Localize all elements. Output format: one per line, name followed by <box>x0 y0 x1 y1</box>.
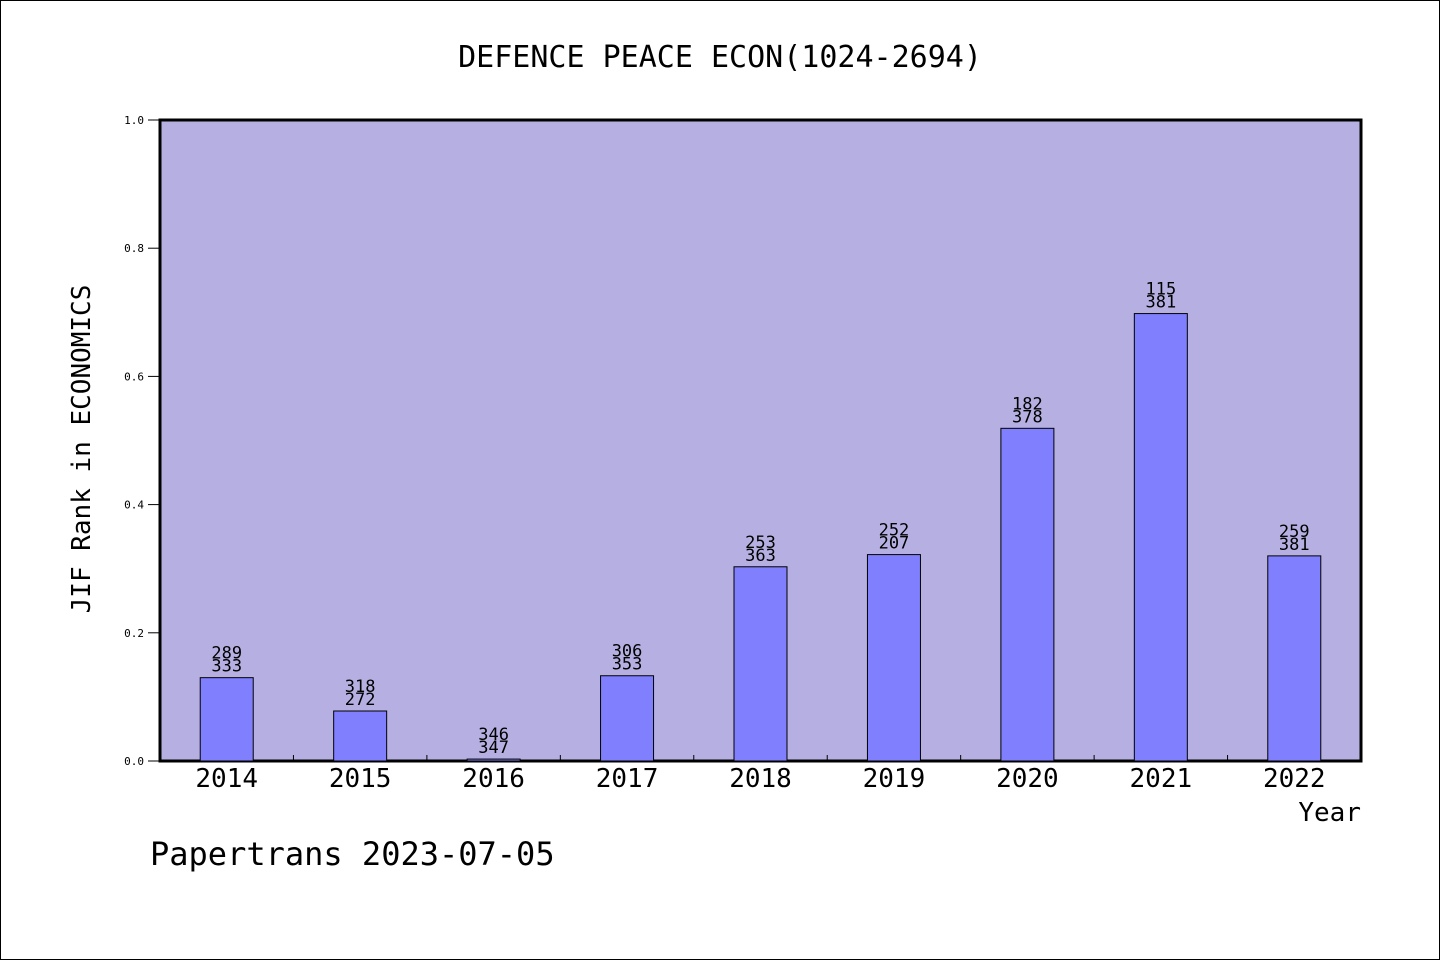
bar-total-label: 272 <box>345 690 376 710</box>
bar-rank-label: 252 <box>879 521 910 541</box>
x-axis: 2014 2015 2016 2017 2018 2019 2020 2021 2022 <box>195 755 1326 794</box>
x-tick-label: 2015 <box>329 764 392 794</box>
chart-title: DEFENCE PEACE ECON(1024-2694) <box>458 40 982 75</box>
x-tick-label: 2020 <box>996 764 1059 794</box>
bar-total-label: 347 <box>478 738 509 758</box>
bar-2019 <box>866 554 921 762</box>
x-tick-label: 2018 <box>729 764 792 794</box>
bar-2014 <box>199 677 254 762</box>
x-axis-label: Year <box>1298 798 1361 828</box>
bar-rank-label: 318 <box>345 677 376 697</box>
bar-rank-label: 346 <box>478 725 509 745</box>
bar-2018 <box>733 566 788 762</box>
y-axis-label: JIF Rank in ECONOMICS <box>67 285 97 614</box>
y-tick-label: 0.8 <box>124 242 144 255</box>
bar-2017 <box>600 675 655 762</box>
bar-rank-label: 289 <box>211 644 242 664</box>
x-tick-label: 2017 <box>596 764 659 794</box>
x-tick-label: 2016 <box>462 764 525 794</box>
bar-rank-label: 306 <box>612 642 643 662</box>
x-tick-label: 2022 <box>1263 764 1326 794</box>
bar-total-label: 207 <box>879 534 910 554</box>
bar-total-label: 381 <box>1279 535 1310 555</box>
bar-2020 <box>1000 427 1055 762</box>
bar-2016 <box>466 758 521 762</box>
x-tick-label: 2021 <box>1130 764 1193 794</box>
footer-credit: Papertrans 2023-07-05 <box>150 835 555 873</box>
bar-2015 <box>333 710 388 762</box>
bar-total-label: 363 <box>745 546 776 566</box>
y-tick-label: 0.4 <box>124 499 144 512</box>
y-tick-label: 1.0 <box>124 114 144 127</box>
bar-total-label: 333 <box>211 657 242 677</box>
x-tick-label: 2014 <box>195 764 258 794</box>
y-tick-label: 0.0 <box>124 755 144 768</box>
bar-total-label: 378 <box>1012 407 1043 427</box>
bars: 2893333182723463473063532533632522071823… <box>199 280 1322 762</box>
y-axis: 0.0 0.2 0.4 0.6 0.8 1.0 <box>124 114 160 768</box>
bar-2021 <box>1133 313 1188 762</box>
bar-rank-label: 182 <box>1012 394 1043 414</box>
bar-total-label: 353 <box>612 655 643 675</box>
y-tick-label: 0.6 <box>124 370 144 383</box>
bar-2022 <box>1267 555 1322 762</box>
bar-total-label: 381 <box>1145 293 1176 313</box>
bar-rank-label: 259 <box>1279 522 1310 542</box>
bar-rank-label: 253 <box>745 533 776 553</box>
bar-rank-label: 115 <box>1145 280 1176 300</box>
x-tick-label: 2019 <box>863 764 926 794</box>
y-tick-label: 0.2 <box>124 627 144 640</box>
